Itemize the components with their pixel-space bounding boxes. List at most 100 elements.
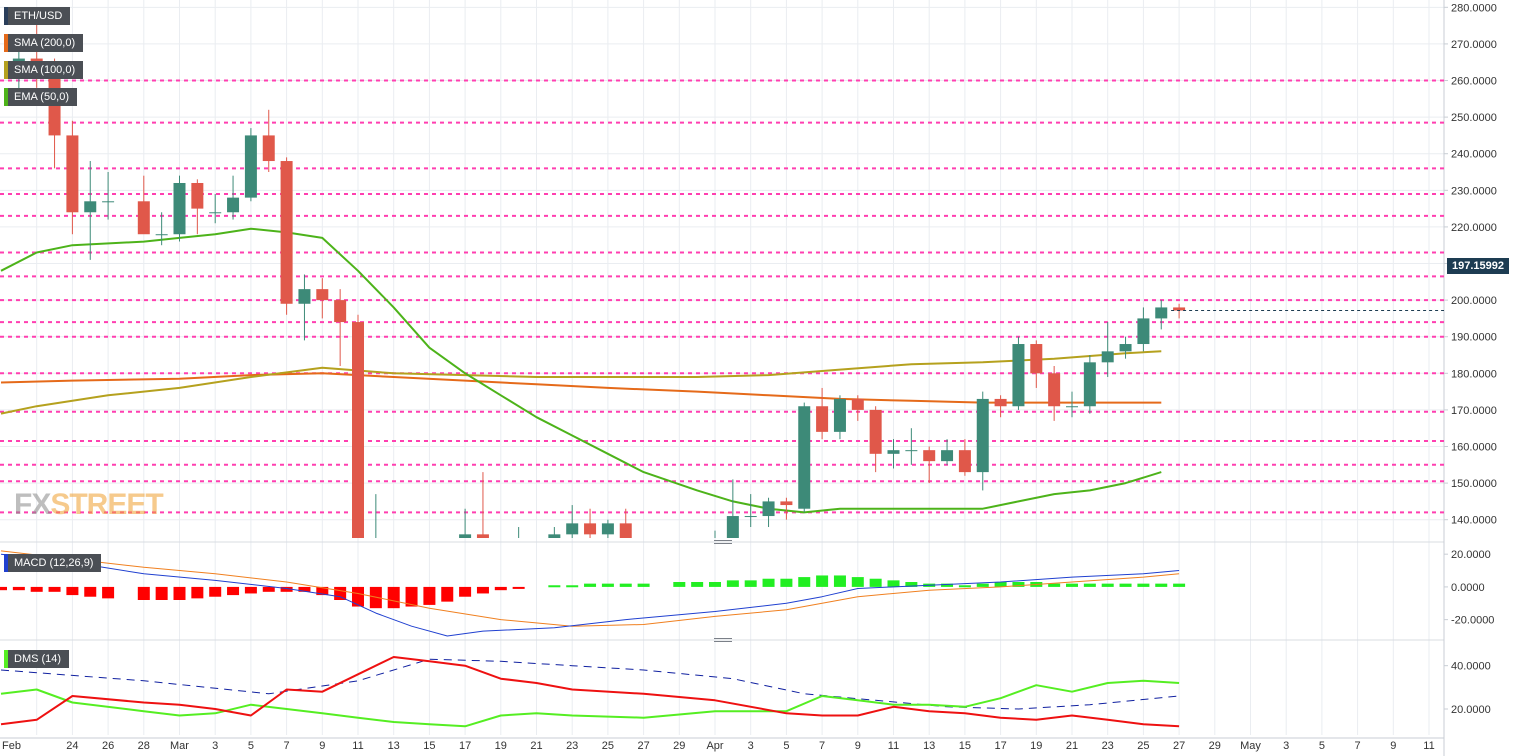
macd-swatch	[4, 554, 8, 572]
macd-histogram-bar	[709, 582, 721, 587]
candle	[137, 175, 150, 235]
x-tick-label: 7	[819, 740, 825, 752]
x-tick-label: 9	[1390, 740, 1396, 752]
candle-body	[923, 450, 936, 462]
macd-histogram-bar	[66, 586, 79, 596]
x-tick-label: 13	[923, 740, 935, 752]
price-axis-tick-label: 220.0000	[1451, 222, 1497, 234]
candle	[1155, 300, 1168, 330]
candle	[66, 120, 79, 235]
candle-body	[1155, 307, 1168, 319]
ema50-label[interactable]: EMA (50,0)	[4, 88, 78, 106]
macd-axis-tick-label: 20.0000	[1451, 549, 1491, 561]
macd-line	[0, 553, 1180, 637]
price-axis-tick-label: 160.0000	[1451, 442, 1497, 454]
sma100-label[interactable]: SMA (100,0)	[4, 61, 84, 79]
candle-body	[352, 322, 364, 538]
macd-histogram-bar	[619, 583, 632, 587]
sma100-swatch	[4, 61, 8, 79]
candle-body	[262, 135, 275, 162]
macd-histogram-bar	[459, 586, 472, 597]
macd-histogram-bar	[994, 582, 1007, 587]
x-tick-label: Mar	[170, 740, 189, 752]
x-tick-label: 11	[352, 740, 363, 752]
x-tick-label: 5	[1319, 740, 1325, 752]
price-axis-tick-label: 190.0000	[1451, 332, 1497, 344]
candle	[209, 193, 222, 224]
macd-histogram-bar	[84, 586, 97, 597]
x-tick-label: 11	[1423, 740, 1434, 752]
candle-body	[173, 182, 186, 235]
x-tick-label: 5	[248, 740, 254, 752]
sma200-swatch	[4, 34, 8, 52]
ema50-text: EMA (50,0)	[14, 91, 70, 103]
x-tick-label: 19	[495, 740, 507, 752]
macd-histogram-bar	[494, 586, 507, 591]
candle	[798, 402, 811, 513]
candle	[84, 161, 97, 260]
candle-body	[762, 501, 775, 517]
macd-histogram-bar	[798, 577, 811, 587]
candle-body	[66, 135, 79, 213]
candle-body	[1012, 344, 1025, 407]
candle	[941, 439, 954, 465]
sma100-line	[0, 350, 1162, 415]
candle-body	[316, 289, 329, 301]
macd-histogram-bar	[673, 582, 686, 587]
x-tick-label: 25	[1137, 740, 1149, 752]
macd-label[interactable]: MACD (12,26,9)	[4, 554, 102, 572]
macd-histogram-bar	[637, 583, 650, 587]
macd-histogram-bar	[1137, 583, 1150, 587]
candle	[1137, 307, 1150, 352]
macd-histogram-bar	[1119, 583, 1132, 587]
candle	[887, 439, 900, 469]
x-tick-label: 17	[994, 740, 1006, 752]
sma100-text: SMA (100,0)	[14, 64, 76, 76]
candle-body	[780, 501, 793, 506]
fxstreet-logo: FXSTREET	[14, 488, 164, 521]
candle-body	[280, 161, 293, 304]
macd-histogram-bar	[244, 586, 257, 594]
macd-histogram-bar	[334, 586, 347, 600]
dms-label[interactable]: DMS (14)	[4, 650, 70, 668]
candle-body	[566, 523, 579, 535]
candle-body	[459, 534, 472, 538]
macd-histogram-bar	[155, 586, 168, 600]
symbol-swatch	[4, 7, 8, 25]
candle-body	[548, 534, 561, 538]
sma200-label[interactable]: SMA (200,0)	[4, 34, 84, 52]
macd-histogram-bar	[744, 580, 757, 587]
x-tick-label: 3	[748, 740, 754, 752]
price-axis-tick-label: 270.0000	[1451, 39, 1497, 51]
macd-histogram-bar	[1155, 583, 1168, 587]
price-pane	[0, 21, 1444, 538]
candle-body	[869, 409, 882, 454]
dms-pane	[0, 656, 1180, 728]
x-tick-label: 25	[602, 740, 614, 752]
macd-histogram-bar	[833, 575, 846, 587]
x-tick-label: 24	[66, 740, 78, 752]
x-tick-label: Apr	[706, 740, 723, 752]
price-axis-tick-label: 260.0000	[1451, 76, 1497, 88]
candle	[601, 519, 614, 538]
macd-histogram-bar	[887, 580, 900, 587]
dms-swatch	[4, 650, 8, 668]
candle-body	[227, 197, 240, 213]
macd-histogram-bar	[423, 586, 436, 605]
macd-pane	[0, 550, 1186, 637]
candle	[352, 314, 364, 538]
macd-histogram-bar	[262, 586, 275, 592]
macd-histogram-bar	[905, 582, 918, 587]
candle-body	[334, 300, 347, 323]
candle	[1173, 303, 1186, 319]
candle	[851, 395, 864, 421]
price-axis-tick-label: 150.0000	[1451, 478, 1497, 490]
candle	[780, 497, 793, 520]
macd-axis-tick-label: -20.0000	[1451, 615, 1494, 627]
x-tick-label: 21	[530, 740, 542, 752]
candle-body	[1048, 373, 1061, 407]
symbol-label[interactable]: ETH/USD	[4, 7, 71, 25]
candle	[869, 406, 882, 473]
